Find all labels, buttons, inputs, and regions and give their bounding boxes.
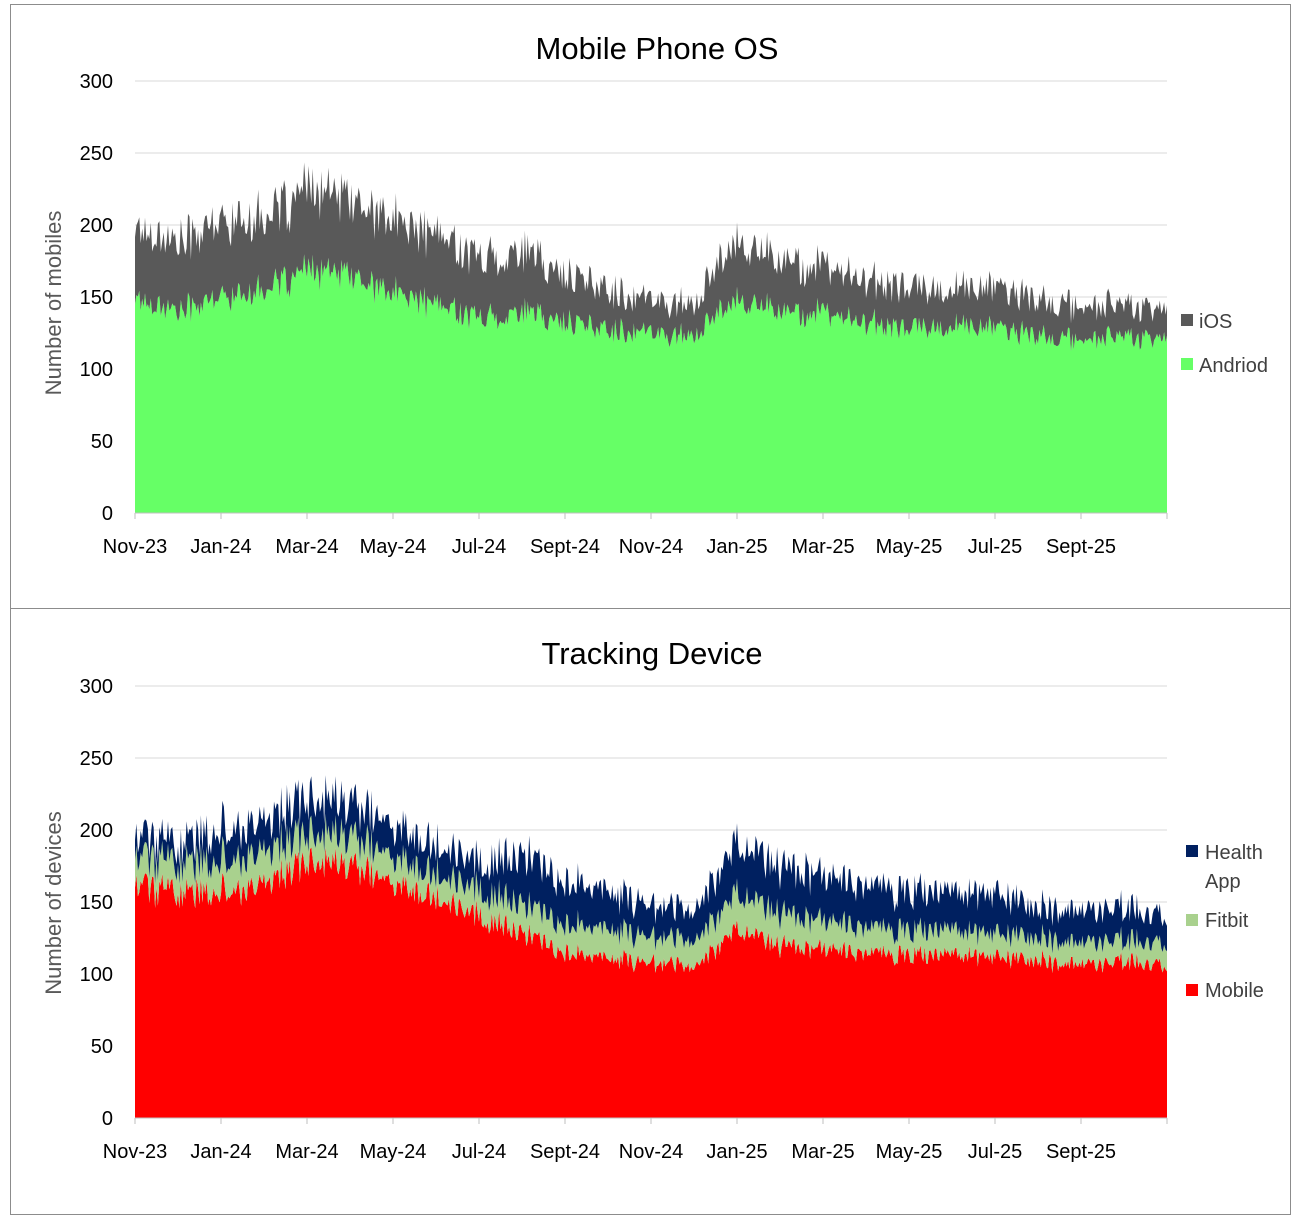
stacked-areas (135, 162, 1167, 514)
legend: Health App Fitbit Mobile (1186, 842, 1264, 1002)
y-tick-label: 250 (80, 143, 113, 165)
tracking-device-chart-panel: 0 50 100 150 200 250 300 Nov-23 Jan-24 Mar-24 May-… (10, 608, 1291, 1215)
x-tick-label: Jan-25 (706, 536, 767, 558)
y-tick-label: 200 (80, 820, 113, 842)
x-tick-label: Sept-25 (1046, 1141, 1116, 1163)
area-series-ios (135, 162, 1167, 352)
chart-title: Tracking Device (541, 636, 762, 671)
y-tick-label: 100 (80, 964, 113, 986)
chart-title: Mobile Phone OS (536, 31, 779, 66)
x-tick-label: Nov-23 (103, 1141, 167, 1163)
legend-label-android: Andriod (1199, 355, 1268, 377)
area-series-andriod (135, 254, 1167, 514)
legend-swatch-fitbit (1186, 914, 1198, 926)
y-tick-label: 200 (80, 215, 113, 237)
x-tick-label: Sept-24 (530, 1141, 600, 1163)
legend-label-mobile: Mobile (1205, 980, 1264, 1002)
mobile-os-chart: 0 50 100 150 200 250 300 Nov-23 Jan-24 Mar-24 May-… (41, 31, 1268, 558)
x-tick-label: Jul-25 (968, 536, 1022, 558)
area-series-fitbit (135, 813, 1167, 973)
x-tick-label: Jul-25 (968, 1141, 1022, 1163)
y-axis-label: Number of mobiles (41, 211, 66, 396)
x-tick-label: Mar-24 (275, 536, 338, 558)
x-tick-label: Mar-25 (791, 1141, 854, 1163)
y-tick-label: 50 (91, 1036, 113, 1058)
legend-label-health: Health (1205, 842, 1263, 864)
axes: 0 50 100 150 200 250 300 Nov-23 Jan-24 Mar-24 May-… (80, 676, 1168, 1163)
y-tick-label: 0 (102, 503, 113, 525)
legend-label-ios: iOS (1199, 311, 1232, 333)
x-tick-label: Jul-24 (452, 1141, 506, 1163)
area-series-mobile (135, 847, 1167, 1118)
legend-swatch-android (1181, 358, 1193, 370)
x-tick-label: May-25 (876, 536, 943, 558)
y-tick-label: 0 (102, 1108, 113, 1130)
x-tick-label: Jan-24 (190, 536, 251, 558)
axes: 0 50 100 150 200 250 300 Nov-23 Jan-24 Mar-24 May-… (80, 71, 1168, 558)
tracking-device-chart: 0 50 100 150 200 250 300 Nov-23 Jan-24 Mar-24 May-… (41, 636, 1264, 1163)
x-tick-label: Jan-24 (190, 1141, 251, 1163)
x-tick-label: Nov-24 (619, 1141, 683, 1163)
x-tick-label: Nov-23 (103, 536, 167, 558)
x-tick-label: Mar-24 (275, 1141, 338, 1163)
y-tick-label: 300 (80, 71, 113, 93)
x-tick-label: Jul-24 (452, 536, 506, 558)
legend-swatch-mobile (1186, 984, 1198, 996)
x-tick-label: Sept-24 (530, 536, 600, 558)
x-tick-label: Jan-25 (706, 1141, 767, 1163)
stacked-areas (135, 775, 1167, 1118)
x-tick-label: May-25 (876, 1141, 943, 1163)
y-axis-label: Number of devices (41, 811, 66, 994)
mobile-os-chart-panel: 0 50 100 150 200 250 300 Nov-23 Jan-24 Mar-24 May-… (10, 4, 1291, 609)
legend-label-app: App (1205, 871, 1241, 893)
legend-label-fitbit: Fitbit (1205, 910, 1249, 932)
x-tick-label: Mar-25 (791, 536, 854, 558)
y-tick-label: 150 (80, 287, 113, 309)
y-tick-label: 150 (80, 892, 113, 914)
y-tick-label: 100 (80, 359, 113, 381)
legend-swatch-ios (1181, 314, 1193, 326)
x-tick-label: May-24 (360, 1141, 427, 1163)
y-tick-label: 300 (80, 676, 113, 698)
legend-swatch-health-app (1186, 845, 1198, 857)
x-tick-label: Sept-25 (1046, 536, 1116, 558)
y-tick-label: 250 (80, 748, 113, 770)
area-series-health-app (135, 775, 1167, 954)
x-tick-label: Nov-24 (619, 536, 683, 558)
x-tick-label: May-24 (360, 536, 427, 558)
legend: iOS Andriod (1181, 311, 1268, 377)
y-tick-label: 50 (91, 431, 113, 453)
